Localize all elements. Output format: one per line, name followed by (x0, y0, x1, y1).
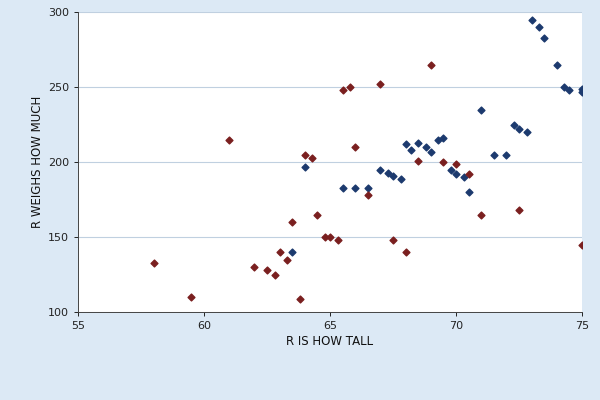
R WEIGHS HOW MUCH (350, 184, 360, 191)
R WEIGHS HOW MUCH (338, 87, 347, 93)
R WEIGHS HOW MUCH (439, 159, 448, 165)
R WEIGHS HOW MUCH (275, 249, 284, 255)
R WEIGHS HOW MUCH (434, 136, 443, 143)
R WEIGHS HOW MUCH (287, 249, 297, 255)
R WEIGHS HOW MUCH (451, 171, 461, 177)
R WEIGHS HOW MUCH (459, 174, 469, 180)
R WEIGHS HOW MUCH (585, 279, 595, 285)
R WEIGHS HOW MUCH (300, 163, 310, 170)
R WEIGHS HOW MUCH (300, 151, 310, 158)
R WEIGHS HOW MUCH (539, 34, 549, 41)
R WEIGHS HOW MUCH (413, 157, 423, 164)
R WEIGHS HOW MUCH (388, 237, 398, 243)
R WEIGHS HOW MUCH (464, 189, 473, 195)
R WEIGHS HOW MUCH (363, 192, 373, 198)
R WEIGHS HOW MUCH (313, 211, 322, 218)
R WEIGHS HOW MUCH (396, 175, 406, 182)
R WEIGHS HOW MUCH (401, 141, 410, 147)
R WEIGHS HOW MUCH (560, 84, 569, 90)
R WEIGHS HOW MUCH (401, 249, 410, 255)
R WEIGHS HOW MUCH (522, 129, 532, 135)
R WEIGHS HOW MUCH (509, 121, 519, 128)
R WEIGHS HOW MUCH (350, 144, 360, 150)
R WEIGHS HOW MUCH (446, 166, 456, 173)
R WEIGHS HOW MUCH (325, 234, 335, 240)
R WEIGHS HOW MUCH (527, 16, 536, 23)
R WEIGHS HOW MUCH (383, 169, 393, 176)
R WEIGHS HOW MUCH (577, 88, 587, 95)
R WEIGHS HOW MUCH (502, 151, 511, 158)
R WEIGHS HOW MUCH (476, 211, 486, 218)
R WEIGHS HOW MUCH (476, 106, 486, 113)
R WEIGHS HOW MUCH (187, 294, 196, 300)
R WEIGHS HOW MUCH (421, 144, 431, 150)
R WEIGHS HOW MUCH (333, 237, 343, 243)
R WEIGHS HOW MUCH (406, 147, 415, 153)
R WEIGHS HOW MUCH (320, 234, 330, 240)
R WEIGHS HOW MUCH (363, 184, 373, 191)
R WEIGHS HOW MUCH (464, 171, 473, 177)
R WEIGHS HOW MUCH (565, 87, 574, 93)
R WEIGHS HOW MUCH (451, 160, 461, 167)
R WEIGHS HOW MUCH (376, 166, 385, 173)
R WEIGHS HOW MUCH (535, 24, 544, 30)
R WEIGHS HOW MUCH (439, 135, 448, 141)
R WEIGHS HOW MUCH (426, 61, 436, 68)
R WEIGHS HOW MUCH (426, 148, 436, 155)
R WEIGHS HOW MUCH (149, 259, 158, 266)
R WEIGHS HOW MUCH (224, 136, 234, 143)
R WEIGHS HOW MUCH (514, 126, 524, 132)
R WEIGHS HOW MUCH (489, 151, 499, 158)
R WEIGHS HOW MUCH (413, 139, 423, 146)
R WEIGHS HOW MUCH (308, 154, 317, 161)
R WEIGHS HOW MUCH (552, 61, 562, 68)
R WEIGHS HOW MUCH (388, 172, 398, 179)
R WEIGHS HOW MUCH (287, 219, 297, 225)
R WEIGHS HOW MUCH (262, 267, 272, 273)
R WEIGHS HOW MUCH (577, 85, 587, 92)
R WEIGHS HOW MUCH (270, 271, 280, 278)
R WEIGHS HOW MUCH (346, 84, 355, 90)
R WEIGHS HOW MUCH (514, 207, 524, 213)
Y-axis label: R WEIGHS HOW MUCH: R WEIGHS HOW MUCH (31, 96, 44, 228)
R WEIGHS HOW MUCH (250, 264, 259, 270)
R WEIGHS HOW MUCH (376, 81, 385, 87)
X-axis label: R IS HOW TALL: R IS HOW TALL (286, 335, 374, 348)
R WEIGHS HOW MUCH (338, 184, 347, 191)
R WEIGHS HOW MUCH (577, 241, 587, 248)
R WEIGHS HOW MUCH (283, 256, 292, 263)
R WEIGHS HOW MUCH (295, 295, 305, 302)
